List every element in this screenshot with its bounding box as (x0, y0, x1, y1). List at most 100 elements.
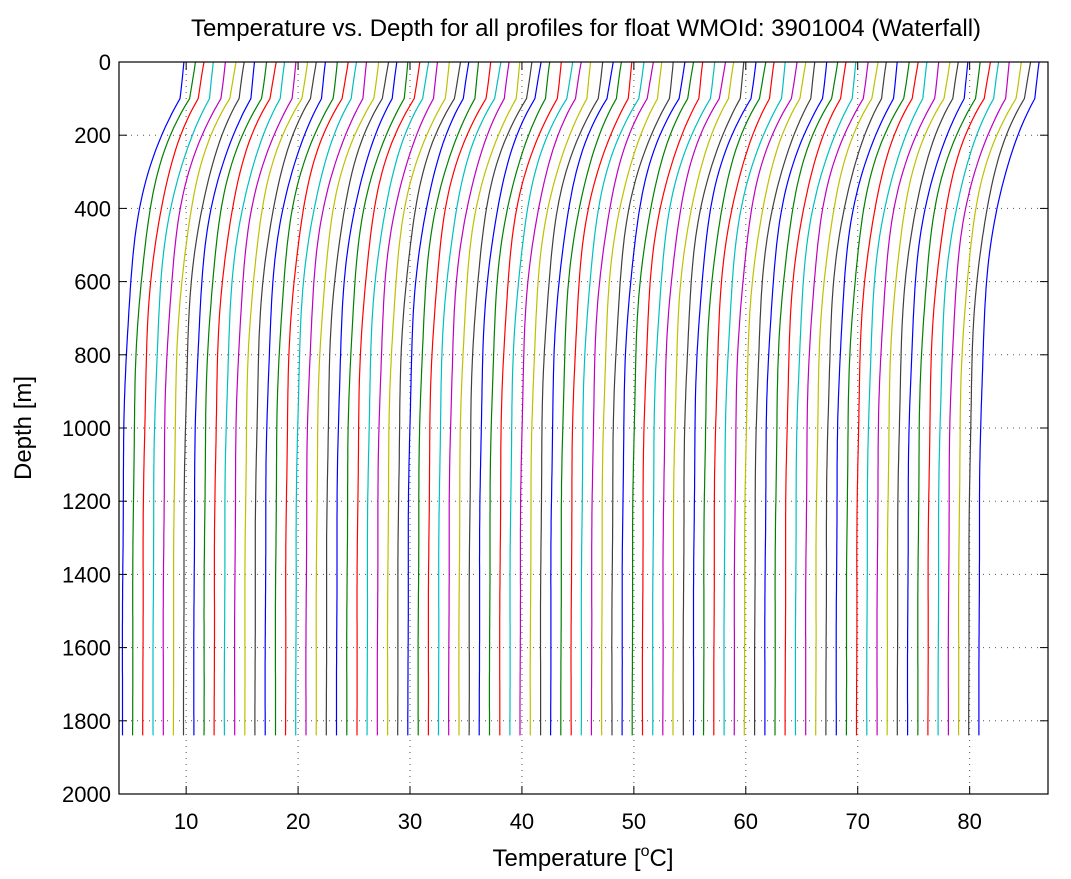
profile-line (866, 61, 928, 736)
profile-line (794, 61, 857, 736)
profile-line (223, 61, 286, 736)
profile-line (580, 61, 645, 736)
x-tick-label: 20 (286, 809, 310, 834)
profile-line (702, 61, 767, 736)
profile-line (376, 61, 439, 736)
profile-line (478, 61, 542, 736)
profile-line (356, 61, 421, 736)
profile-line (295, 61, 358, 736)
profile-line (315, 61, 380, 736)
profile-line (917, 61, 981, 736)
profile-line (835, 61, 898, 736)
profile-line (906, 61, 969, 736)
y-tick-label: 200 (74, 123, 111, 148)
profile-line (142, 61, 205, 736)
x-axis-label-unit: C] (649, 845, 673, 872)
profile-line (753, 61, 816, 736)
x-tick-label: 30 (398, 809, 422, 834)
profile-line (254, 61, 317, 736)
profile-line (529, 61, 592, 736)
profile-line (886, 61, 951, 736)
profile-line (284, 61, 349, 736)
profile-line (549, 61, 614, 736)
profile-line (968, 61, 1032, 736)
profile-line (682, 61, 745, 736)
profile-line (162, 61, 226, 736)
profile-line (386, 61, 450, 736)
profile-line (774, 61, 839, 736)
profile-line (519, 61, 582, 736)
profile-line (855, 61, 919, 736)
profile-line (672, 61, 735, 736)
profile-line (662, 61, 727, 736)
y-tick-label: 600 (74, 270, 111, 295)
x-tick-label: 60 (734, 809, 758, 834)
profile-line (274, 61, 338, 736)
profile-line (590, 61, 654, 736)
profile-line (927, 61, 991, 736)
profile-line (978, 61, 1040, 736)
x-axis-label-superscript: o (641, 843, 650, 860)
profile-line (621, 61, 686, 736)
y-tick-label: 1600 (62, 636, 111, 661)
profile-line (825, 61, 887, 736)
y-tick-label: 400 (74, 196, 111, 221)
profile-line (539, 61, 604, 736)
profile-line (335, 61, 398, 736)
profile-line (631, 61, 695, 736)
profile-line (121, 61, 185, 736)
x-tick-label: 10 (174, 809, 198, 834)
profile-line (132, 61, 196, 736)
profile-line (947, 61, 1010, 736)
profile-line (234, 61, 297, 736)
profile-line (417, 61, 480, 736)
profile-line (366, 61, 430, 736)
profile-line (641, 61, 704, 736)
profile-line (407, 61, 470, 736)
profile-line (784, 61, 847, 736)
profile-line (172, 61, 237, 736)
y-tick-label: 1000 (62, 416, 111, 441)
y-tick-label: 0 (99, 50, 111, 75)
profile-line (346, 61, 409, 736)
x-tick-label: 80 (957, 809, 981, 834)
profile-line (804, 61, 869, 736)
profile-line (182, 61, 245, 736)
profile-line (305, 61, 368, 736)
profile-line (427, 61, 492, 736)
axis-ticks (119, 61, 1048, 795)
profile-line (448, 61, 510, 736)
profile-line (937, 61, 1000, 736)
profile-line (896, 61, 959, 736)
profile-lines (121, 61, 1040, 736)
profile-line (652, 61, 716, 736)
x-tick-label: 50 (622, 809, 646, 834)
x-tick-labels: 10 20 30 40 50 60 70 80 (174, 809, 982, 834)
y-tick-label: 2000 (62, 782, 111, 807)
profile-line (152, 61, 214, 736)
profile-line (845, 61, 910, 736)
profile-line (203, 61, 268, 736)
chart-title: Temperature vs. Depth for all profiles f… (191, 15, 981, 42)
profile-line (437, 61, 502, 736)
x-axis-label: Temperature [oC] (493, 843, 674, 872)
profile-line (560, 61, 622, 736)
profile-line (600, 61, 663, 736)
profile-line (570, 61, 633, 736)
profile-line (876, 61, 940, 736)
y-tick-label: 1400 (62, 562, 111, 587)
profile-line (397, 61, 462, 736)
profile-line (723, 61, 786, 736)
profile-line (244, 61, 309, 736)
y-axis-label: Depth [m] (10, 376, 37, 480)
profile-line (957, 61, 1022, 736)
y-tick-label: 1800 (62, 709, 111, 734)
y-tick-labels: 0 200 400 600 800 1000 1200 1400 1600 1800 2000 (62, 50, 111, 807)
x-tick-label: 70 (845, 809, 869, 834)
profile-line (815, 61, 879, 736)
profile-line (713, 61, 775, 736)
profile-line (743, 61, 807, 736)
profile-line (733, 61, 798, 736)
profile-line (499, 61, 562, 736)
